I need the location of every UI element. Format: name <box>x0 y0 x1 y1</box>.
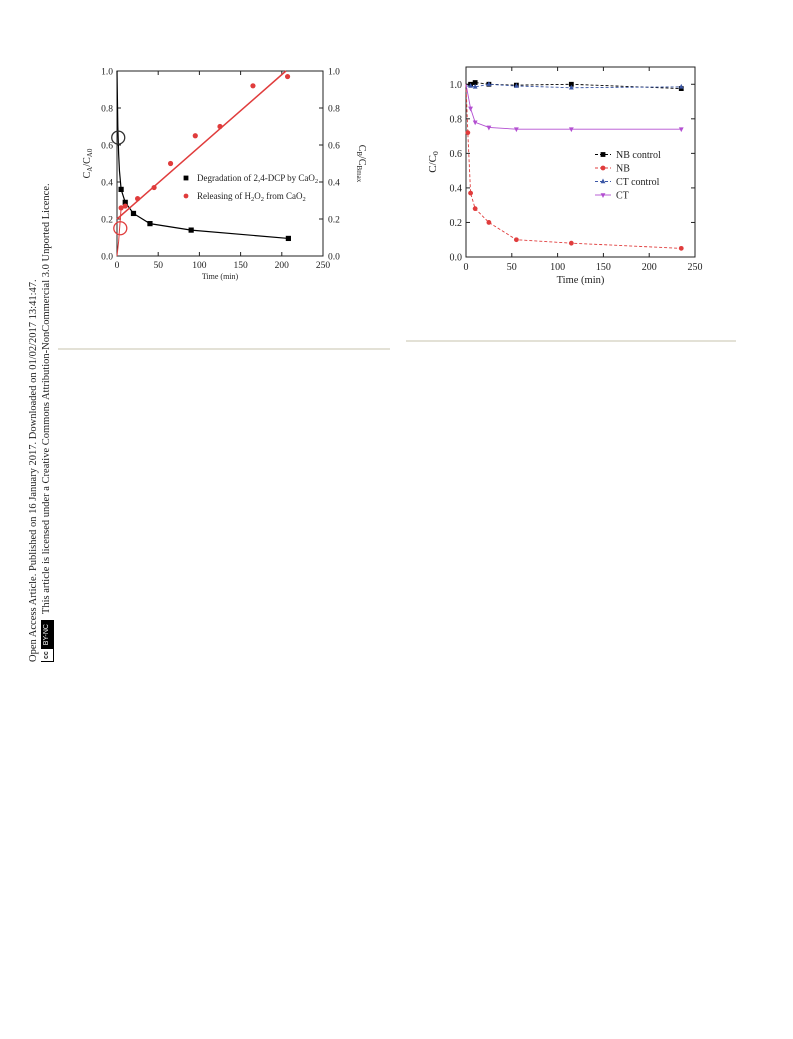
series-point-1 <box>513 237 519 243</box>
left-y-tick-label: 0.2 <box>101 216 113 226</box>
series-point-2 <box>468 83 473 88</box>
series-point-1 <box>465 130 471 136</box>
right-figure-divider <box>406 340 736 342</box>
legend-marker-3 <box>600 193 606 198</box>
right-chart-y-axis-label: C/C0 <box>427 151 440 173</box>
right-axis-tick-label: 0.0 <box>328 253 340 263</box>
left-x-tick-label: 0 <box>115 261 120 271</box>
degradation-point <box>147 221 153 227</box>
degradation-point <box>130 210 137 217</box>
h2o2-point <box>192 133 198 139</box>
series-point-3 <box>468 106 473 112</box>
annotation-circle <box>113 221 128 236</box>
series-point-3 <box>568 127 574 133</box>
h2o2-point <box>118 205 124 211</box>
series-point-2 <box>568 84 574 90</box>
right-x-tick-label: 50 <box>507 262 517 273</box>
left-x-tick-label: 100 <box>192 261 207 271</box>
h2o2-initial-curve <box>116 207 122 257</box>
right-plot-frame <box>465 66 696 258</box>
right-x-tick-label: 150 <box>596 262 611 273</box>
legend-degradation-label: Degradation of 2,4-DCP by CaO2 <box>197 173 318 185</box>
degradation-point <box>122 199 128 205</box>
legend-marker-2 <box>600 178 606 184</box>
right-figure-chart: 0 50 100 150 200 250 0.0 0.2 0.4 0.6 0.8 1.0 Time (m… <box>427 66 703 286</box>
right-x-axis-label: Time (min) <box>557 275 605 286</box>
series-point-1 <box>468 190 473 196</box>
publication-info-text: Open Access Article. Published on 16 Jan… <box>28 279 39 662</box>
right-axis-tick-label: 1.0 <box>328 68 340 78</box>
degradation-point <box>285 235 291 242</box>
h2o2-point <box>250 83 256 89</box>
h2o2-point <box>122 203 128 209</box>
series-point-2 <box>486 81 492 87</box>
left-figure-chart: 0 50 100 150 200 2500.00.20.40.60.81.00.00.20… <box>82 68 367 282</box>
h2o2-point <box>151 184 157 191</box>
degradation-point <box>118 186 124 192</box>
series-point-2 <box>678 83 684 89</box>
series-point-2 <box>472 83 478 89</box>
legend-h2o2-label: Releasing of H2O2 from CaO2 <box>197 191 306 203</box>
right-y-tick-label: 0.6 <box>450 149 463 160</box>
left-y-tick-label: 0.6 <box>101 142 113 152</box>
annotation-circle <box>111 130 126 145</box>
left-chart-plot: 0 50 100 150 200 2500.00.20.40.60.81.00.00.20… <box>82 68 367 282</box>
right-axis-tick-label: 0.4 <box>328 179 340 189</box>
series-point-3 <box>678 127 684 133</box>
right-x-tick-label: 0 <box>464 262 469 273</box>
right-axis-tick-label: 0.2 <box>328 216 340 226</box>
series-line-1 <box>465 84 682 249</box>
series-point-2 <box>513 83 519 88</box>
right-y-tick-label: 1.0 <box>450 80 463 91</box>
legend-label-1: NB <box>616 164 630 175</box>
cc-badge-cc: cc <box>40 648 54 661</box>
h2o2-point <box>135 196 141 202</box>
legend-label-2: CT control <box>616 177 660 188</box>
right-y-tick-label: 0.0 <box>450 253 463 264</box>
left-y-tick-label: 0.8 <box>101 105 113 115</box>
left-x-tick-label: 200 <box>275 261 290 271</box>
series-point-1 <box>486 220 492 225</box>
right-y-tick-label: 0.4 <box>450 183 463 194</box>
series-point-1 <box>472 206 478 212</box>
series-point-3 <box>486 125 492 131</box>
legend-h2o2-marker <box>183 193 189 199</box>
left-y-tick-label: 1.0 <box>101 68 113 78</box>
right-x-tick-label: 200 <box>642 262 657 273</box>
series-point-3 <box>513 127 519 133</box>
left-x-axis-label: Time (min) <box>202 272 239 281</box>
left-y-tick-label: 0.4 <box>101 179 113 189</box>
legend-label-3: CT <box>616 191 629 202</box>
h2o2-fit-line <box>116 70 287 220</box>
left-plot-frame <box>116 70 324 257</box>
degradation-point <box>188 227 194 233</box>
series-point-1 <box>678 245 684 251</box>
h2o2-point <box>217 123 223 130</box>
series-point-0 <box>472 80 478 85</box>
right-y-tick-label: 0.8 <box>450 114 463 125</box>
right-axis-tick-label: 0.8 <box>328 105 340 115</box>
right-x-tick-label: 250 <box>688 262 703 273</box>
legend-marker-1 <box>600 165 606 171</box>
legend-label-0: NB control <box>616 150 661 161</box>
left-y-tick-label: 0.0 <box>101 253 113 263</box>
right-y-tick-label: 0.2 <box>450 218 463 229</box>
series-point-0 <box>568 81 574 87</box>
h2o2-point <box>284 73 291 80</box>
right-chart-plot: 0 50 100 150 200 250 0.0 0.2 0.4 0.6 0.8 1.0 Time (m… <box>427 66 703 286</box>
left-x-tick-label: 50 <box>153 261 163 271</box>
left-figure-divider <box>58 348 390 350</box>
cc-by-nc-badge-icon[interactable]: cc BY-NC <box>40 620 54 662</box>
series-point-3 <box>472 120 478 126</box>
legend-marker-0 <box>600 152 606 157</box>
right-axis-tick-label: 0.6 <box>328 142 340 152</box>
h2o2-point <box>167 160 174 167</box>
left-x-tick-label: 150 <box>233 261 248 271</box>
series-point-1 <box>568 240 574 246</box>
cc-badge-by-nc: BY-NC <box>40 621 54 649</box>
right-x-tick-label: 100 <box>550 262 565 273</box>
legend-degradation-marker <box>183 175 189 181</box>
series-line-3 <box>465 84 682 130</box>
left-x-tick-label: 250 <box>316 261 331 271</box>
